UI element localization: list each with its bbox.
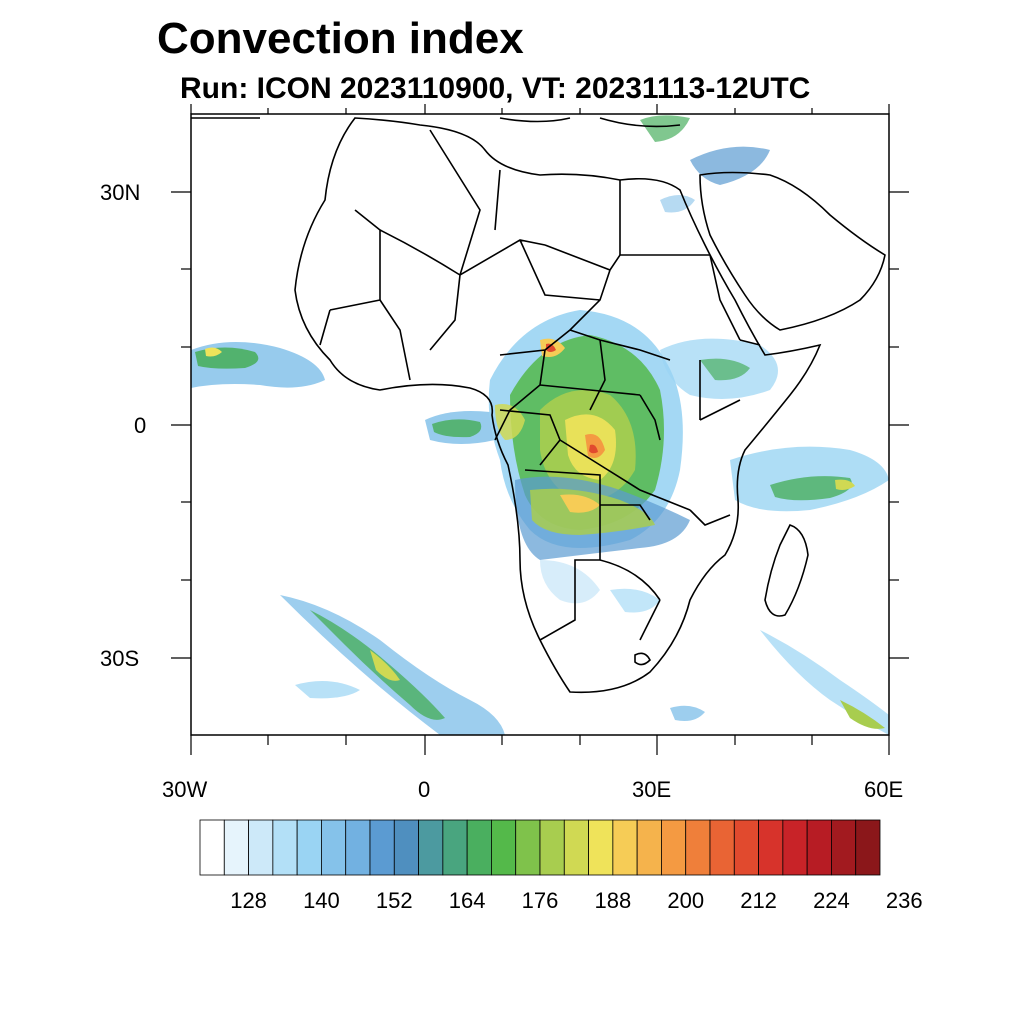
colorbar-box [539, 819, 565, 876]
colorbar-box [709, 819, 735, 876]
colorbar-label: 128 [230, 888, 267, 913]
colorbar-box [758, 819, 784, 876]
chart-subtitle: Run: ICON 2023110900, VT: 20231113-12UTC [180, 72, 811, 105]
axis-ticks [171, 104, 909, 755]
colorbar-box [491, 819, 517, 876]
chart-title: Convection index [157, 14, 524, 63]
colorbar-box [345, 819, 371, 876]
lat-label-30n: 30N [100, 180, 141, 205]
colorbar-box [272, 819, 298, 876]
colorbar-box [563, 819, 589, 876]
colorbar-box [296, 819, 322, 876]
colorbar-box [442, 819, 468, 876]
colorbar-label: 212 [740, 888, 777, 913]
colorbar-box [369, 819, 395, 876]
colorbar-box [685, 819, 711, 876]
lon-label-30w: 30W [162, 777, 208, 802]
colorbar-box [612, 819, 638, 876]
lat-label-0: 0 [134, 413, 147, 438]
colorbar-box [515, 819, 541, 876]
lon-label-0: 0 [418, 777, 431, 802]
colorbar-box [806, 819, 832, 876]
colorbar-label: 224 [813, 888, 850, 913]
colorbar-box [393, 819, 419, 876]
convection-field [191, 115, 889, 735]
colorbar-label: 152 [375, 888, 413, 913]
colorbar-label: 236 [885, 888, 923, 913]
colorbar-box [466, 819, 492, 876]
colorbar [199, 819, 881, 876]
colorbar-label: 164 [448, 888, 486, 913]
coastlines [191, 117, 886, 694]
colorbar-label: 200 [667, 888, 705, 913]
colorbar-box [733, 819, 759, 876]
lon-label-60e: 60E [864, 777, 904, 802]
colorbar-box [661, 819, 687, 876]
colorbar-box [855, 819, 881, 876]
colorbar-box [588, 819, 614, 876]
colorbar-box [418, 819, 444, 876]
colorbar-box [831, 819, 857, 876]
colorbar-box [248, 819, 274, 876]
colorbar-label: 140 [303, 888, 340, 913]
colorbar-box [782, 819, 808, 876]
colorbar-label: 188 [594, 888, 632, 913]
lon-label-30e: 30E [632, 777, 672, 802]
colorbar-box [636, 819, 662, 876]
colorbar-box [223, 819, 249, 876]
colorbar-box [199, 819, 225, 876]
colorbar-box [321, 819, 347, 876]
colorbar-label: 176 [521, 888, 559, 913]
lat-label-30s: 30S [100, 646, 140, 671]
